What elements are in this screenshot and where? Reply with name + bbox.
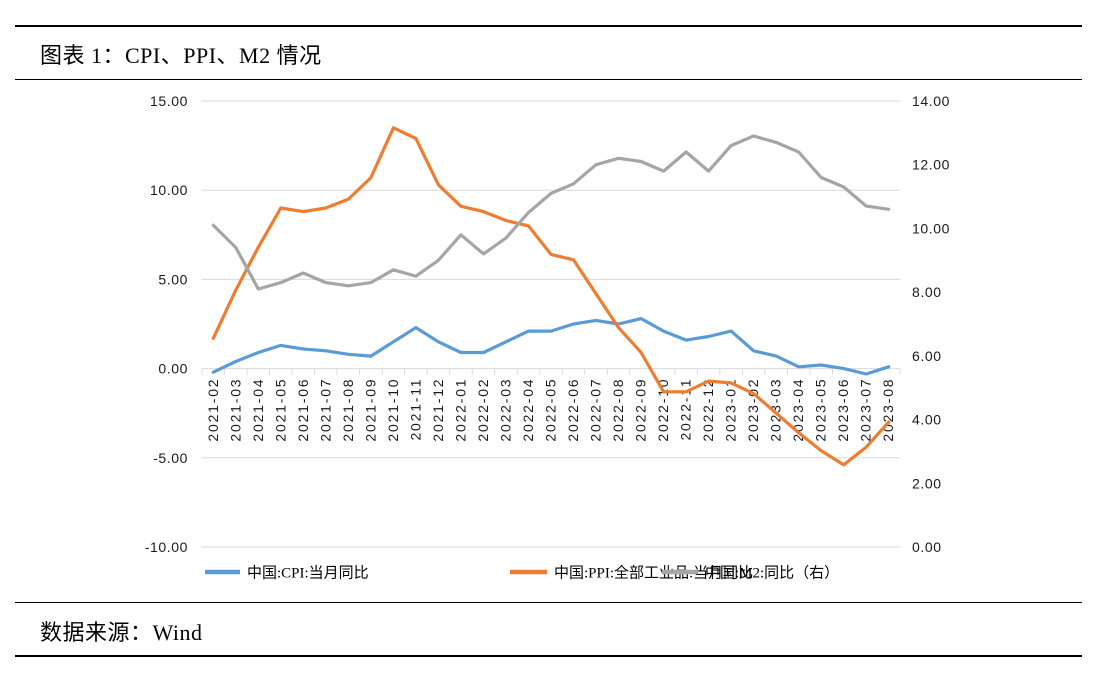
legend-label-m2: 中国:M2:同比（右） (705, 565, 839, 582)
cpi-ppi-m2-line-chart: 15.00 10.00 5.00 0.00 -5.00 -10.00 14.00 12.00 1… (145, 93, 950, 582)
x-axis-tick-label: 2021-03 (227, 378, 243, 442)
x-axis-tick-label: 2022-08 (610, 378, 626, 442)
x-axis-tick-label: 2022-09 (633, 378, 649, 442)
x-axis-tick-label: 2023-01 (723, 378, 739, 442)
x-axis-tick-label: 2021-10 (385, 378, 401, 442)
legend-label-ppi: 中国:PPI:全部工业品:当月同比 (554, 564, 753, 582)
right-axis-tick-label: 6.00 (912, 348, 942, 364)
left-axis-tick-label: 0.00 (158, 361, 188, 377)
x-axis-tick-label: 2023-04 (790, 378, 806, 442)
right-axis-tick-label: 10.00 (912, 220, 950, 236)
x-axis-tick-label: 2022-10 (655, 378, 671, 442)
ppi-line (211, 126, 891, 467)
x-axis-tick-label: 2021-06 (295, 378, 311, 442)
legend-label-cpi: 中国:CPI:当月同比 (247, 565, 369, 582)
left-axis-tick-label: -10.00 (145, 539, 188, 555)
right-axis-tick-label: 8.00 (912, 284, 942, 300)
x-axis-tick-label: 2021-07 (317, 378, 333, 442)
footer-divider (15, 602, 1082, 603)
x-axis-tick-label: 2023-08 (880, 378, 896, 442)
x-axis-tick-label: 2023-06 (835, 378, 851, 442)
right-axis-tick-label: 14.00 (912, 93, 950, 109)
x-axis-tick-label: 2021-04 (250, 378, 266, 442)
m2-line (211, 134, 891, 291)
right-axis-tick-label: 4.00 (912, 412, 942, 428)
x-axis-tick-label: 2022-01 (452, 378, 468, 442)
x-axis-tick-label: 2022-11 (678, 378, 694, 441)
x-axis-tick-label: 2022-12 (700, 378, 716, 442)
title-divider (15, 79, 1082, 80)
cpi-line (211, 317, 891, 376)
x-axis-tick-label: 2021-08 (340, 378, 356, 442)
left-axis-tick-label: 5.00 (158, 271, 188, 287)
x-axis-tick-label: 2023-05 (813, 378, 829, 442)
x-axis-tick-label: 2022-07 (588, 378, 604, 442)
x-axis-tick-label: 2023-03 (768, 378, 784, 442)
x-axis-tick-label: 2023-02 (745, 378, 761, 442)
x-axis-tick-label: 2021-02 (205, 378, 221, 442)
x-axis-tick-label: 2021-09 (362, 378, 378, 442)
figure-title: 图表 1：CPI、PPI、M2 情况 (40, 43, 322, 68)
x-axis-tick-label: 2021-12 (430, 378, 446, 442)
left-axis-tick-label: -5.00 (153, 450, 188, 466)
x-axis-tick-label: 2021-11 (407, 378, 423, 441)
x-axis-tick-label: 2022-06 (565, 378, 581, 442)
data-source: 数据来源：Wind (40, 620, 203, 645)
left-axis-tick-label: 10.00 (150, 182, 188, 198)
right-axis-tick-label: 2.00 (912, 475, 942, 491)
bottom-rule (15, 655, 1082, 657)
x-axis-tick-label: 2023-07 (858, 378, 874, 442)
x-axis-tick-label: 2022-03 (497, 378, 513, 442)
right-axis-tick-label: 12.00 (912, 157, 950, 173)
x-axis-tick-label: 2022-02 (475, 378, 491, 442)
x-axis-tick-label: 2021-05 (272, 378, 288, 442)
x-axis-tick-label: 2022-04 (520, 378, 536, 442)
left-axis-tick-label: 15.00 (150, 93, 188, 109)
x-axis-tick-label: 2022-05 (543, 378, 559, 442)
right-axis-tick-label: 0.00 (912, 539, 942, 555)
top-rule (15, 25, 1082, 27)
